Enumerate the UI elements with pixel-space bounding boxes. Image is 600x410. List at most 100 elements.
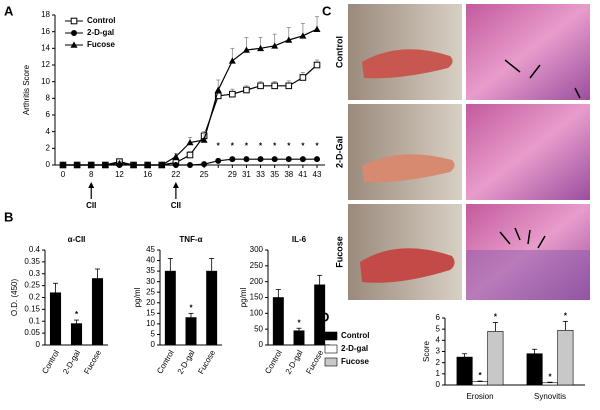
annotation: * [231, 141, 235, 150]
marker [172, 162, 179, 168]
bar [293, 330, 305, 346]
marker [313, 61, 321, 69]
x-tick-label: Fucose [196, 348, 217, 376]
row-label: Control [334, 36, 344, 68]
y-tick-label: 18 [41, 10, 50, 19]
paw [360, 248, 455, 283]
x-tick-label: 2-D-gal [176, 348, 197, 375]
y-tick-label: 0 [36, 340, 41, 349]
x-tick-label: Erosion [466, 392, 493, 401]
y-tick-label: 300 [250, 245, 264, 254]
x-tick-label: Control [155, 348, 176, 375]
marker [70, 17, 78, 25]
bar [206, 270, 218, 346]
y-tick-label: 0 [46, 160, 51, 169]
row-label: Fucose [334, 236, 344, 268]
x-tick-label: 2-D-gal [61, 348, 82, 375]
x-tick-label: Control [40, 348, 61, 375]
histology-photo [466, 104, 590, 200]
y-tick-label: 0.3 [29, 269, 41, 278]
y-tick-label: 16 [41, 27, 50, 36]
y-tick-label: 3 [436, 347, 441, 356]
synovium [466, 250, 590, 300]
y-tick-label: 0.2 [29, 293, 41, 302]
bar [272, 297, 284, 346]
chart-title: TNF-α [179, 235, 202, 244]
marker [257, 44, 265, 52]
legend-label: Fucose [87, 40, 116, 49]
y-tick-label: 50 [254, 324, 263, 333]
panel-letter: A [4, 3, 14, 18]
y-tick-label: 10 [146, 319, 155, 328]
marker [172, 153, 180, 160]
y-tick-label: 5 [436, 324, 441, 333]
annotation: * [75, 310, 79, 319]
y-tick-label: 0 [259, 340, 264, 349]
panel-letter: B [4, 209, 13, 224]
histology-photo [466, 4, 590, 100]
x-tick-label: 29 [228, 170, 237, 179]
x-tick-label: Control [263, 348, 284, 375]
bar [49, 292, 62, 346]
marker [186, 151, 194, 159]
marker [59, 161, 67, 168]
annotation: * [297, 318, 301, 327]
arrow-label: CII [86, 201, 96, 210]
paw [362, 154, 455, 183]
marker [158, 161, 166, 168]
x-tick-label: 12 [115, 170, 124, 179]
bar [541, 382, 558, 386]
paw-photo [348, 104, 462, 200]
annotation: * [494, 313, 498, 322]
marker [271, 82, 278, 90]
marker [201, 161, 208, 168]
legend-label: Control [87, 16, 115, 25]
legend-label: Fucose [341, 357, 370, 366]
y-tick-label: 100 [250, 308, 264, 317]
x-tick-label: 38 [284, 170, 293, 179]
x-tick-label: 35 [270, 170, 279, 179]
marker [285, 82, 293, 90]
marker [314, 156, 320, 163]
x-tick-label: Fucose [82, 348, 103, 376]
x-tick-label: 25 [200, 170, 209, 179]
y-tick-label: 40 [146, 256, 155, 265]
x-tick-label: 22 [171, 170, 180, 179]
series-line [63, 64, 318, 166]
bar [70, 323, 83, 346]
marker [243, 86, 250, 94]
y-tick-label: 4 [436, 335, 441, 344]
photo-grid: Control 2-D-Gal Fucose [334, 4, 590, 300]
marker [257, 82, 264, 90]
paw [362, 49, 453, 79]
y-axis-label: Arthritis Score [22, 64, 31, 115]
x-tick-label: 31 [242, 170, 251, 179]
marker [229, 90, 236, 98]
bar [557, 329, 574, 386]
bar [91, 278, 104, 346]
y-tick-label: 30 [146, 277, 155, 286]
marker [130, 161, 138, 168]
y-tick-label: 250 [250, 261, 264, 270]
marker [229, 156, 236, 163]
marker [313, 25, 321, 32]
annotation: * [315, 141, 319, 150]
y-tick-label: 20 [146, 298, 155, 307]
marker [144, 161, 152, 168]
y-tick-label: 0.05 [24, 328, 40, 337]
marker [101, 161, 109, 168]
annotation: * [478, 371, 482, 380]
marker [271, 156, 278, 163]
marker [187, 162, 193, 168]
x-tick-label: 16 [143, 170, 152, 179]
annotation: * [548, 372, 552, 381]
y-tick-label: 0.4 [29, 245, 41, 254]
annotation: * [273, 141, 277, 150]
annotation: * [259, 141, 263, 150]
y-tick-label: 0 [436, 380, 441, 389]
y-tick-label: 25 [146, 287, 155, 296]
marker [285, 36, 293, 43]
y-tick-label: 200 [250, 277, 264, 286]
